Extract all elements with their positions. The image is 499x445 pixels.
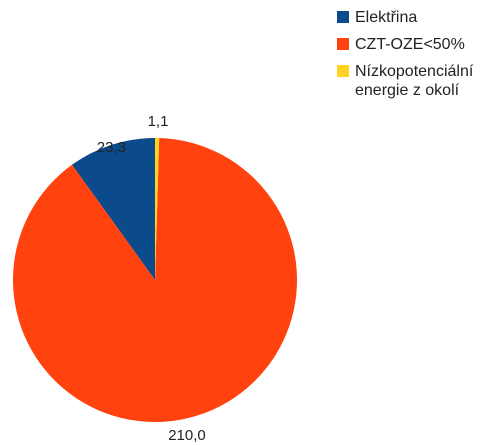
legend-label: CZT-OZE<50%	[355, 36, 465, 53]
data-label: 210,0	[168, 427, 206, 444]
legend: Elektřina CZT-OZE<50% Nízkopotenciální e…	[337, 8, 497, 108]
legend-item-elektrina: Elektřina	[337, 8, 497, 27]
legend-swatch	[337, 11, 349, 23]
legend-swatch	[337, 38, 349, 50]
pie-slice	[13, 138, 298, 422]
pie-slice	[155, 137, 160, 280]
legend-swatch	[337, 65, 349, 77]
legend-label: Nízkopotenciální energie z okolí	[355, 63, 474, 99]
data-label: 23,3	[97, 139, 126, 156]
legend-item-nizkopotencialni: Nízkopotenciální energie z okolí	[337, 62, 497, 100]
pie-slice	[71, 138, 155, 280]
legend-label: Elektřina	[355, 9, 418, 26]
data-label: 1,1	[148, 113, 169, 130]
legend-item-czt: CZT-OZE<50%	[337, 35, 497, 54]
